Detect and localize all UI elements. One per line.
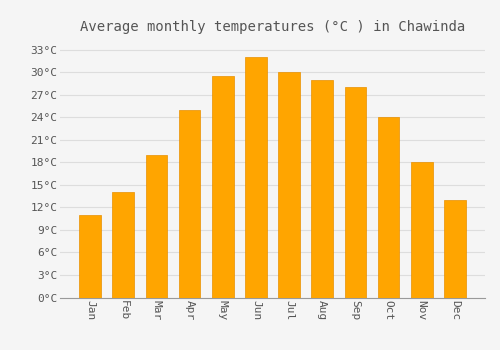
Bar — [278, 72, 300, 298]
Bar — [146, 155, 167, 197]
Bar — [80, 215, 101, 298]
Bar — [444, 200, 466, 229]
Bar — [112, 192, 134, 224]
Bar — [245, 57, 266, 298]
Bar — [80, 215, 101, 240]
Bar — [146, 155, 167, 298]
Bar — [444, 200, 466, 298]
Bar — [212, 76, 234, 142]
Bar — [212, 76, 234, 298]
Bar — [378, 117, 400, 298]
Bar — [245, 57, 266, 129]
Title: Average monthly temperatures (°C ) in Chawinda: Average monthly temperatures (°C ) in Ch… — [80, 20, 465, 34]
Bar — [312, 79, 333, 145]
Bar — [278, 72, 300, 140]
Bar — [344, 87, 366, 298]
Bar — [179, 110, 201, 297]
Bar — [312, 79, 333, 298]
Bar — [344, 87, 366, 150]
Bar — [112, 192, 134, 298]
Bar — [411, 162, 432, 203]
Bar — [179, 110, 201, 166]
Bar — [378, 117, 400, 171]
Bar — [411, 162, 432, 298]
